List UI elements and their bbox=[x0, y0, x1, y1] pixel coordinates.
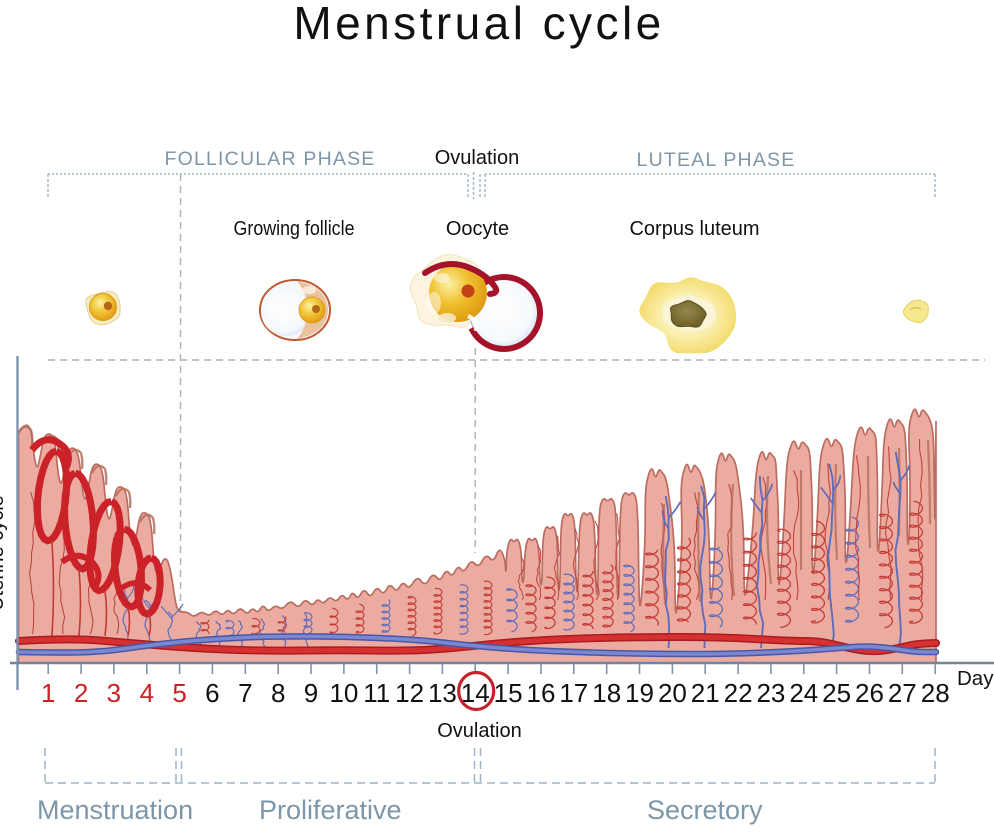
svg-text:2: 2 bbox=[74, 678, 88, 708]
svg-text:Proliferative: Proliferative bbox=[259, 795, 402, 825]
svg-text:8: 8 bbox=[271, 678, 285, 708]
svg-text:15: 15 bbox=[494, 678, 523, 708]
svg-text:Menstruation: Menstruation bbox=[37, 795, 193, 825]
svg-text:22: 22 bbox=[724, 678, 753, 708]
svg-text:LUTEAL PHASE: LUTEAL PHASE bbox=[637, 149, 796, 171]
svg-text:11: 11 bbox=[363, 678, 390, 708]
svg-text:Ovulation: Ovulation bbox=[437, 720, 522, 742]
svg-text:Menstrual cycle: Menstrual cycle bbox=[293, 0, 664, 49]
svg-text:19: 19 bbox=[625, 678, 654, 708]
svg-text:23: 23 bbox=[756, 678, 785, 708]
svg-text:12: 12 bbox=[395, 678, 424, 708]
svg-text:6: 6 bbox=[205, 678, 219, 708]
svg-text:Ovulation: Ovulation bbox=[435, 147, 520, 169]
svg-text:4: 4 bbox=[140, 678, 154, 708]
svg-text:FOLLICULAR PHASE: FOLLICULAR PHASE bbox=[164, 148, 375, 170]
svg-text:Days: Days bbox=[957, 667, 994, 690]
svg-text:Secretory: Secretory bbox=[647, 795, 763, 825]
svg-text:7: 7 bbox=[238, 678, 252, 708]
svg-text:10: 10 bbox=[329, 678, 358, 708]
svg-text:3: 3 bbox=[107, 678, 121, 708]
svg-text:17: 17 bbox=[559, 678, 588, 708]
svg-text:18: 18 bbox=[592, 678, 621, 708]
svg-text:25: 25 bbox=[822, 678, 851, 708]
svg-text:13: 13 bbox=[428, 678, 457, 708]
svg-text:27: 27 bbox=[888, 678, 917, 708]
svg-text:1: 1 bbox=[41, 678, 55, 708]
svg-text:Uterine cycle: Uterine cycle bbox=[0, 495, 8, 611]
svg-text:Corpus luteum: Corpus luteum bbox=[629, 218, 759, 240]
svg-text:24: 24 bbox=[789, 678, 818, 708]
svg-text:16: 16 bbox=[527, 678, 556, 708]
svg-text:9: 9 bbox=[304, 678, 318, 708]
svg-text:14: 14 bbox=[461, 678, 490, 708]
svg-text:Oocyte: Oocyte bbox=[446, 218, 509, 240]
svg-text:20: 20 bbox=[658, 678, 687, 708]
svg-text:28: 28 bbox=[921, 678, 950, 708]
svg-text:Growing follicle: Growing follicle bbox=[234, 218, 355, 240]
svg-text:26: 26 bbox=[855, 678, 884, 708]
svg-text:21: 21 bbox=[691, 678, 720, 708]
svg-text:5: 5 bbox=[172, 678, 186, 708]
